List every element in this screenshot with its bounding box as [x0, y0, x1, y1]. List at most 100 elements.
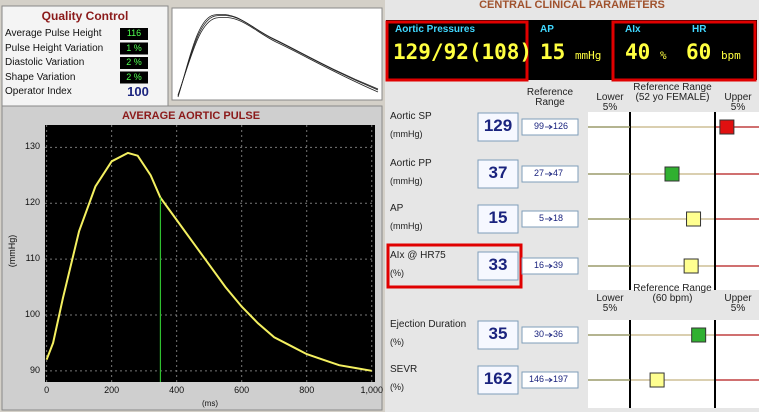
chart-title: AVERAGE AORTIC PULSE [121, 110, 261, 122]
qc-value-box [120, 42, 148, 55]
summary-value: 40 % [625, 40, 667, 64]
range-arrow [545, 263, 553, 269]
quality-title: Quality Control [41, 9, 129, 23]
qc-label: Diastolic Variation [5, 57, 85, 68]
column-header: Upper 5% [724, 92, 752, 113]
range-high: 197 [553, 374, 569, 384]
column-header: Upper 5% [724, 293, 752, 314]
row-value: 162 [483, 369, 513, 388]
x-tick-label: 400 [169, 385, 185, 395]
unit: % [659, 49, 667, 62]
row-unit: (mmHg) [390, 221, 423, 231]
highlight-boxes [385, 20, 757, 289]
range-arrow [545, 124, 553, 130]
plot-area [45, 125, 375, 382]
row-unit: (%) [390, 268, 404, 278]
row-name: AIx @ HR75 [390, 250, 446, 261]
qc-value: 2 % [126, 71, 142, 82]
value-box [477, 365, 519, 395]
value: 60 [686, 40, 712, 64]
row-name: Aortic SP [390, 111, 432, 122]
column-header: Lower 5% [596, 293, 624, 314]
range-high: 47 [553, 168, 564, 178]
row-value: 129 [483, 116, 513, 135]
waveform-thumbnail [171, 7, 383, 101]
unit: bpm [720, 49, 741, 62]
qc-value-box [120, 28, 148, 40]
range-marker [719, 119, 735, 135]
value: 40 [625, 40, 651, 64]
range-high: 126 [553, 121, 569, 131]
summary-label: AP [540, 24, 554, 35]
row-unit: (mmHg) [390, 129, 423, 139]
y-axis-label: (mmHg) [7, 234, 17, 268]
x-tick-label: 0 [44, 385, 50, 395]
range-marker [686, 211, 702, 227]
y-tick-label: 110 [25, 253, 40, 264]
x-tick-label: 800 [299, 385, 315, 395]
qc-label: Pulse Height Variation [5, 42, 104, 54]
thumbnail-traces [177, 13, 379, 98]
value-box [477, 159, 519, 189]
summary-value: 15 mmHg [540, 40, 601, 64]
summary-label: Aortic Pressures [395, 24, 476, 35]
summary-strip [386, 20, 757, 80]
qc-value: 2 % [126, 57, 142, 67]
column-header: Reference Range (60 bpm) [633, 283, 712, 304]
value-box [477, 251, 519, 281]
reference-panel [588, 112, 759, 290]
column-header: Reference Range (52 yo FEMALE) [633, 82, 712, 103]
y-tick-label: 100 [24, 308, 40, 319]
range-marker [691, 327, 707, 343]
summary-label: AIx [625, 24, 641, 35]
x-tick-label: 600 [234, 385, 250, 395]
qc-value-box [120, 71, 148, 84]
parameters-title: CENTRAL CLINICAL PARAMETERS [479, 0, 665, 11]
row-unit: (mmHg) [390, 176, 423, 186]
row-name: AP [390, 203, 404, 214]
row-unit: (%) [390, 382, 404, 392]
range-low: 16 [533, 260, 544, 270]
row-value: 35 [488, 324, 508, 343]
range-marker [664, 166, 680, 182]
y-tick-label: 90 [29, 364, 40, 375]
qc-value: 1 % [126, 42, 142, 53]
summary-value: 60 bpm [686, 40, 741, 64]
value: 15 [540, 40, 566, 64]
range-low: 99 [533, 121, 544, 131]
range-high: 18 [553, 213, 564, 223]
qc-value: 116 [126, 28, 142, 38]
range-low: 5 [538, 213, 544, 223]
reference-panel [588, 320, 759, 408]
row-name: Ejection Duration [390, 319, 467, 330]
y-tick-label: 130 [24, 141, 40, 152]
range-arrow [545, 171, 553, 177]
range-high: 36 [553, 329, 564, 339]
quality-panel [1, 5, 169, 107]
unit: mmHg [574, 49, 602, 62]
range-marker [649, 372, 665, 388]
range-high: 39 [553, 260, 564, 270]
qc-value-box [120, 57, 148, 69]
summary-value: 129/92(108) [393, 40, 533, 64]
row-name: SEVR [390, 364, 418, 375]
range-arrow [545, 332, 553, 338]
qc-label: Average Pulse Height [5, 28, 102, 39]
column-header: Lower 5% [596, 92, 624, 113]
x-tick-label: 1,000 [360, 385, 383, 395]
value-box [477, 320, 519, 350]
column-header: Reference Range [526, 87, 574, 108]
range-arrow [545, 377, 553, 383]
x-tick-label: 200 [104, 385, 120, 395]
summary-label: HR [692, 24, 707, 35]
value-box [477, 112, 519, 142]
range-low: 146 [528, 374, 544, 384]
row-unit: (%) [390, 337, 404, 347]
qc-value: 100 [127, 84, 149, 99]
row-value: 37 [488, 163, 508, 182]
value-box [477, 204, 519, 234]
range-arrow [545, 216, 553, 222]
qc-label: Operator Index [5, 86, 72, 97]
